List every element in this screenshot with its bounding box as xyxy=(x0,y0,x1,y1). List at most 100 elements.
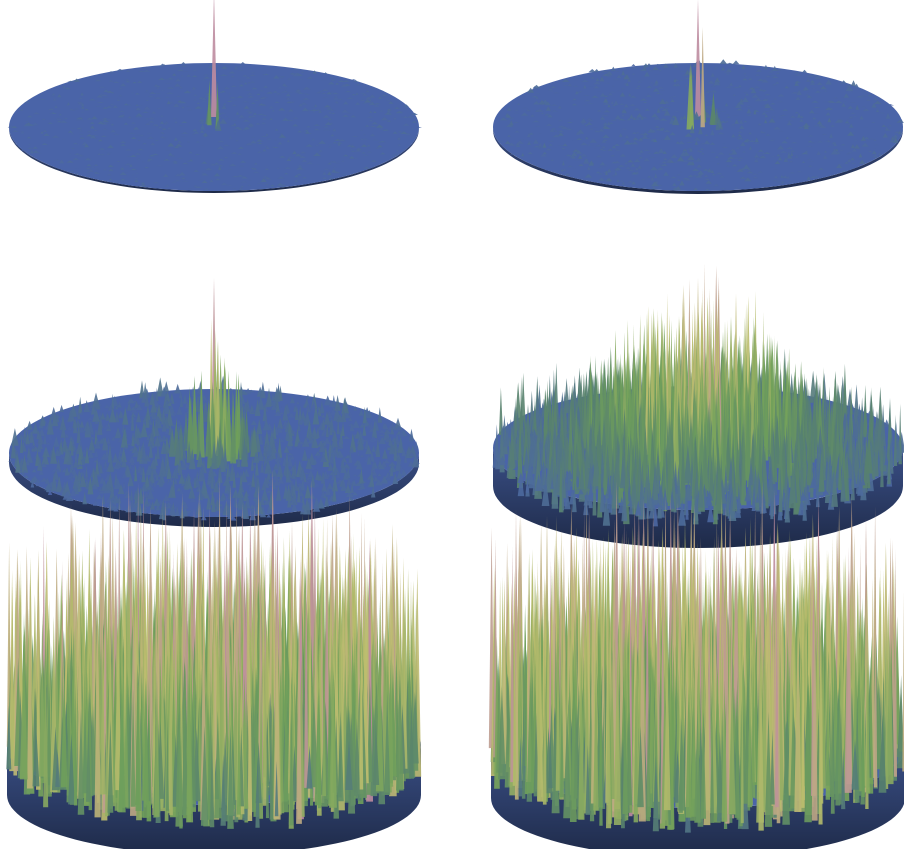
surface-spike xyxy=(210,163,216,166)
surface-spike xyxy=(846,123,852,125)
surface-spike xyxy=(599,161,606,166)
surface-spike xyxy=(282,90,289,93)
surface-spike xyxy=(686,63,694,130)
surface-spike xyxy=(124,149,132,151)
surface-panel xyxy=(7,278,420,527)
surface-spike xyxy=(729,82,734,86)
surface-spike xyxy=(647,176,651,179)
surface-spike xyxy=(25,121,29,122)
surface-spike xyxy=(158,126,163,129)
surface-spike xyxy=(253,99,260,101)
surface-spike xyxy=(92,137,98,139)
surface-spike xyxy=(650,166,658,171)
surface-spike xyxy=(581,80,589,82)
surface-spike xyxy=(101,117,109,120)
surface-spike xyxy=(103,89,109,93)
surface-spike xyxy=(184,401,190,409)
surface-spike xyxy=(214,178,221,181)
surface-spike xyxy=(311,138,316,141)
surface-spike xyxy=(63,118,69,119)
surface-spike xyxy=(285,427,290,440)
surface-spike xyxy=(58,159,65,164)
surface-spike xyxy=(768,70,774,73)
surface-spike xyxy=(317,152,322,153)
surface-spike xyxy=(614,114,622,120)
surface-spike xyxy=(31,426,40,434)
surface-spike xyxy=(525,110,532,112)
surface-spike xyxy=(694,159,702,162)
surface-spike xyxy=(243,82,248,85)
surface-spike xyxy=(78,117,84,120)
surface-spike xyxy=(165,78,170,80)
surface-spike xyxy=(76,143,81,146)
surface-spike xyxy=(506,107,512,111)
surface-spike xyxy=(41,142,48,145)
surface-spike xyxy=(113,133,120,135)
surface-spike xyxy=(318,149,323,152)
surface-spike xyxy=(310,109,318,111)
surface-spike xyxy=(340,84,348,87)
surface-spike xyxy=(47,108,55,110)
surface-spike xyxy=(651,181,659,187)
surface-spike xyxy=(20,108,24,111)
surface-spike xyxy=(126,443,132,446)
surface-spike xyxy=(847,158,852,163)
surface-spike xyxy=(645,94,653,97)
surface-spike xyxy=(94,168,100,170)
surface-spike xyxy=(593,130,598,132)
surface-spike xyxy=(292,72,300,77)
surface-spike xyxy=(259,97,267,100)
surface-spike xyxy=(286,158,292,161)
surface-spike xyxy=(144,122,151,125)
surface-spike xyxy=(20,130,25,134)
surface-spike xyxy=(676,179,681,181)
surface-spike xyxy=(306,161,314,165)
surface-spike xyxy=(53,159,62,161)
surface-spike xyxy=(833,97,839,99)
surface-spike xyxy=(72,158,80,160)
surface-spike xyxy=(175,78,181,82)
surface-spike xyxy=(218,166,222,170)
surface-spike xyxy=(329,416,335,433)
surface-spike xyxy=(289,396,295,404)
surface-spike xyxy=(248,125,253,128)
surface-spike xyxy=(245,110,251,112)
surface-spike xyxy=(371,420,378,439)
surface-spike xyxy=(584,124,588,127)
surface-spike xyxy=(571,139,579,141)
surface-spike xyxy=(98,411,102,419)
surface-spike xyxy=(369,125,378,127)
surface-spike xyxy=(593,85,600,89)
surface-spike xyxy=(877,112,886,114)
surface-spike xyxy=(548,143,553,146)
surface-spike xyxy=(762,90,766,92)
surface-spike xyxy=(616,90,624,92)
surface-spike xyxy=(297,130,303,133)
surface-spike xyxy=(788,172,796,174)
surface-spike xyxy=(126,104,133,106)
surface-spike xyxy=(166,100,171,105)
surface-spike xyxy=(213,172,221,177)
surface-spike xyxy=(762,89,767,91)
surface-spike xyxy=(135,134,143,136)
surface-spike xyxy=(280,185,285,188)
surface-spike xyxy=(614,167,622,171)
surface-spike xyxy=(633,107,641,111)
surface-spike xyxy=(744,93,750,96)
surface-spike xyxy=(778,118,785,119)
surface-spike xyxy=(323,96,331,98)
surface-spike xyxy=(18,433,25,440)
surface-spike xyxy=(769,108,775,111)
surface-spike xyxy=(311,436,319,448)
surface-spike xyxy=(839,81,847,84)
surface-spike xyxy=(243,105,250,109)
surface-spike xyxy=(756,79,765,81)
surface-spike xyxy=(329,425,333,436)
surface-spike xyxy=(239,160,247,163)
surface-spike xyxy=(256,93,261,95)
surface-spike xyxy=(247,123,255,127)
surface-spike xyxy=(135,172,139,174)
surface-spike xyxy=(97,152,101,155)
surface-spike xyxy=(557,144,565,146)
surface-spike xyxy=(656,108,661,113)
